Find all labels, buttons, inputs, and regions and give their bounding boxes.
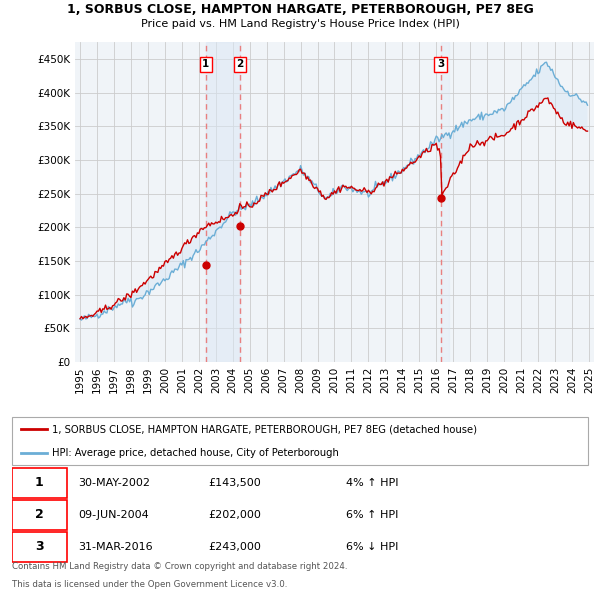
FancyBboxPatch shape <box>12 468 67 498</box>
Text: 30-MAY-2002: 30-MAY-2002 <box>78 478 150 488</box>
Text: Price paid vs. HM Land Registry's House Price Index (HPI): Price paid vs. HM Land Registry's House … <box>140 19 460 29</box>
Text: 1: 1 <box>202 60 209 70</box>
Bar <box>440 42 449 362</box>
Text: 31-MAR-2016: 31-MAR-2016 <box>78 542 153 552</box>
Text: HPI: Average price, detached house, City of Peterborough: HPI: Average price, detached house, City… <box>52 448 339 458</box>
Text: £143,500: £143,500 <box>208 478 260 488</box>
FancyBboxPatch shape <box>12 532 67 562</box>
Bar <box>206 42 240 362</box>
Text: 1, SORBUS CLOSE, HAMPTON HARGATE, PETERBOROUGH, PE7 8EG (detached house): 1, SORBUS CLOSE, HAMPTON HARGATE, PETERB… <box>52 424 478 434</box>
Text: 1, SORBUS CLOSE, HAMPTON HARGATE, PETERBOROUGH, PE7 8EG: 1, SORBUS CLOSE, HAMPTON HARGATE, PETERB… <box>67 3 533 16</box>
Text: 6% ↑ HPI: 6% ↑ HPI <box>346 510 398 520</box>
Text: £243,000: £243,000 <box>208 542 261 552</box>
Text: 3: 3 <box>35 540 44 553</box>
Text: 4% ↑ HPI: 4% ↑ HPI <box>346 478 398 488</box>
Text: £202,000: £202,000 <box>208 510 261 520</box>
Text: 2: 2 <box>35 509 44 522</box>
Text: 6% ↓ HPI: 6% ↓ HPI <box>346 542 398 552</box>
Text: 2: 2 <box>236 60 244 70</box>
Text: This data is licensed under the Open Government Licence v3.0.: This data is licensed under the Open Gov… <box>12 580 287 589</box>
Text: 3: 3 <box>437 60 444 70</box>
Text: 09-JUN-2004: 09-JUN-2004 <box>78 510 149 520</box>
FancyBboxPatch shape <box>12 417 588 465</box>
Text: 1: 1 <box>35 477 44 490</box>
FancyBboxPatch shape <box>12 500 67 530</box>
Text: Contains HM Land Registry data © Crown copyright and database right 2024.: Contains HM Land Registry data © Crown c… <box>12 562 347 571</box>
